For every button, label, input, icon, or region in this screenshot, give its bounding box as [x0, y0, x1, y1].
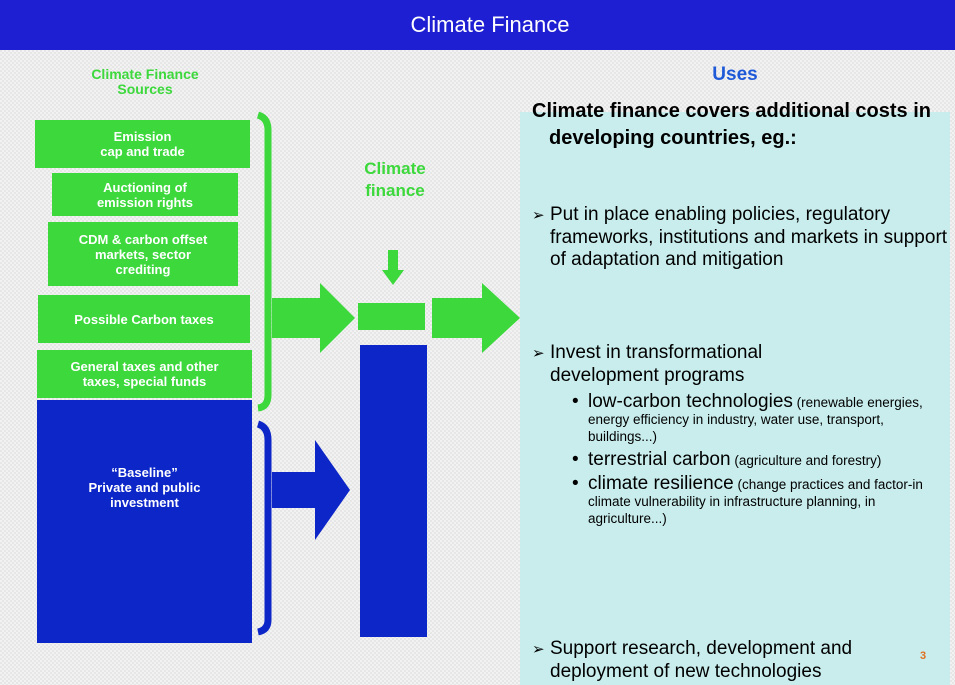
sub-point: terrestrial carbon (agriculture and fore… [572, 449, 932, 470]
green-bracket [256, 111, 272, 412]
sub-point-name: low-carbon technologies [588, 391, 793, 412]
page-number: 3 [920, 650, 927, 662]
use-point-group: Invest in transformational development p… [532, 342, 950, 527]
sub-list: low-carbon technologies (renewable energ… [572, 391, 932, 527]
source-box: Auctioning of emission rights [52, 173, 238, 216]
use-point: Invest in transformational development p… [532, 342, 840, 387]
sub-point-detail: (renewable energies, energy efficiency i… [588, 395, 923, 444]
sub-point-detail: (agriculture and forestry) [734, 453, 882, 468]
slide-title: Climate Finance [410, 12, 570, 37]
investment-block [360, 345, 427, 637]
sub-point-name: terrestrial carbon [588, 449, 731, 470]
green-arrow [272, 283, 355, 353]
sub-point: climate resilience (change practices and… [572, 473, 932, 527]
blue-bracket [256, 420, 272, 636]
use-point: Support research, development and deploy… [532, 638, 945, 683]
climate-finance-block [358, 303, 425, 330]
sub-point-detail: (change practices and factor-in climate … [588, 477, 923, 526]
sub-point-name: climate resilience [588, 473, 734, 494]
uses-title: Uses [712, 64, 758, 85]
sub-point: low-carbon technologies (renewable energ… [572, 391, 932, 445]
uses-intro: Climate finance covers additional costs … [532, 100, 932, 149]
baseline-box: “Baseline” Private and public investment [37, 400, 252, 643]
source-box: General taxes and other taxes, special f… [37, 350, 252, 398]
sources-title: Climate Finance Sources [91, 66, 199, 97]
down-arrow [382, 250, 404, 285]
use-point: Put in place enabling policies, regulato… [532, 204, 955, 271]
source-box: Possible Carbon taxes [38, 295, 250, 343]
source-box: Emission cap and trade [35, 120, 250, 168]
title-bar: Climate Finance [0, 0, 955, 50]
source-box: CDM & carbon offset markets, sector cred… [48, 222, 238, 286]
green-arrow [432, 283, 520, 353]
blue-arrow [272, 440, 350, 540]
flow-label: Climate finance [364, 159, 426, 200]
uses-panel: Climate finance covers additional costs … [520, 100, 950, 685]
